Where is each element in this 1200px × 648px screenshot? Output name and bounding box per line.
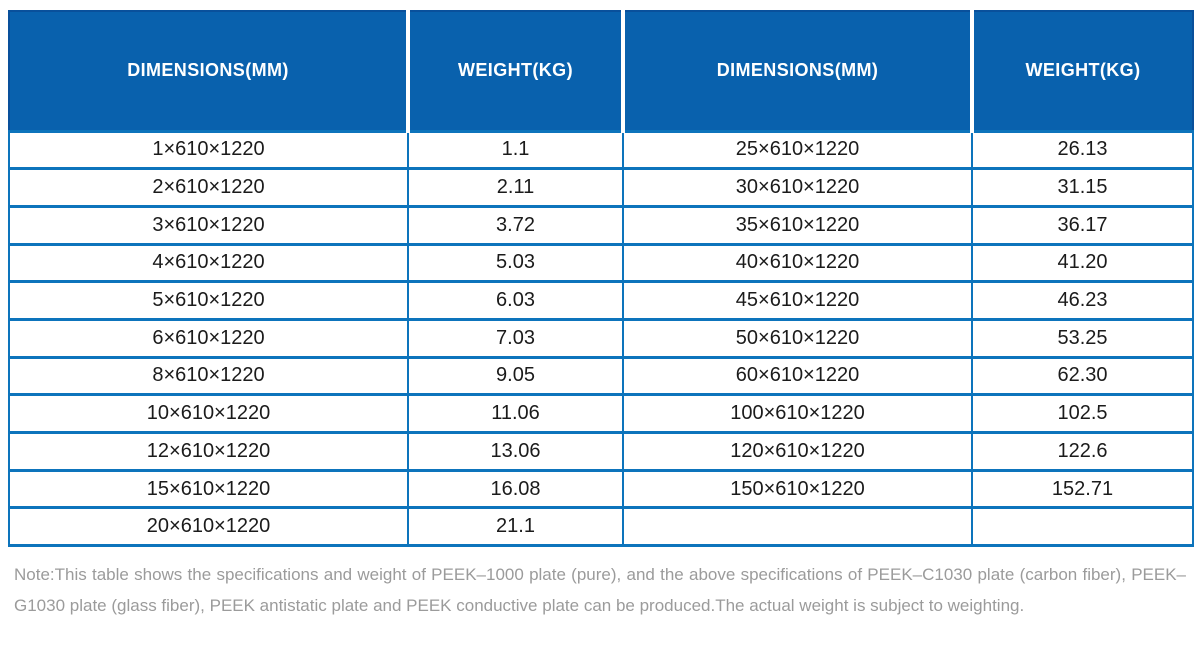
dimensions-cell: 120×610×1220 bbox=[622, 431, 973, 472]
weight-cell: 62.30 bbox=[971, 355, 1194, 397]
table-row: 8×610×1220 9.05 60×610×1220 62.30 bbox=[8, 355, 1194, 397]
weight-cell: 31.15 bbox=[971, 167, 1194, 208]
dimensions-cell: 1×610×1220 bbox=[8, 129, 409, 171]
weight-cell: 41.20 bbox=[971, 242, 1194, 284]
spec-table: DIMENSIONS(MM) WEIGHT(KG) DIMENSIONS(MM)… bbox=[8, 10, 1194, 548]
dimensions-cell: 35×610×1220 bbox=[622, 204, 973, 246]
weight-cell: 102.5 bbox=[971, 393, 1194, 434]
dimensions-cell: 45×610×1220 bbox=[622, 280, 973, 321]
table-row: 3×610×1220 3.72 35×610×1220 36.17 bbox=[8, 204, 1194, 246]
dimensions-cell bbox=[622, 506, 973, 548]
dimensions-cell: 40×610×1220 bbox=[622, 242, 973, 284]
weight-cell: 5.03 bbox=[407, 242, 624, 284]
dimensions-cell: 3×610×1220 bbox=[8, 204, 409, 246]
weight-cell: 1.1 bbox=[407, 129, 624, 171]
dimensions-cell: 15×610×1220 bbox=[8, 468, 409, 510]
weight-cell: 2.11 bbox=[407, 167, 624, 208]
header-row: DIMENSIONS(MM) WEIGHT(KG) DIMENSIONS(MM)… bbox=[9, 11, 1193, 131]
table-row: 10×610×1220 11.06 100×610×1220 102.5 bbox=[8, 393, 1194, 434]
dimensions-cell: 150×610×1220 bbox=[622, 468, 973, 510]
dimensions-cell: 12×610×1220 bbox=[8, 431, 409, 472]
weight-cell: 26.13 bbox=[971, 129, 1194, 171]
table-row: 20×610×1220 21.1 bbox=[8, 506, 1194, 548]
dimensions-cell: 4×610×1220 bbox=[8, 242, 409, 284]
weight-cell: 16.08 bbox=[407, 468, 624, 510]
dimensions-cell: 60×610×1220 bbox=[622, 355, 973, 397]
dimensions-cell: 10×610×1220 bbox=[8, 393, 409, 434]
note-text: Note:This table shows the specifications… bbox=[14, 565, 1186, 616]
weight-cell: 152.71 bbox=[971, 468, 1194, 510]
dimensions-cell: 25×610×1220 bbox=[622, 129, 973, 171]
weight-cell bbox=[971, 506, 1194, 548]
weight-cell: 53.25 bbox=[971, 317, 1194, 359]
header-dimensions-left: DIMENSIONS(MM) bbox=[9, 11, 408, 131]
weight-cell: 36.17 bbox=[971, 204, 1194, 246]
header-dimensions-right: DIMENSIONS(MM) bbox=[621, 11, 972, 131]
table-row: 4×610×1220 5.03 40×610×1220 41.20 bbox=[8, 242, 1194, 284]
weight-cell: 9.05 bbox=[407, 355, 624, 397]
table-row: 2×610×1220 2.11 30×610×1220 31.15 bbox=[8, 167, 1194, 208]
spec-table-header: DIMENSIONS(MM) WEIGHT(KG) DIMENSIONS(MM)… bbox=[9, 11, 1193, 131]
dimensions-cell: 8×610×1220 bbox=[8, 355, 409, 397]
table-row: 12×610×1220 13.06 120×610×1220 122.6 bbox=[8, 431, 1194, 472]
weight-cell: 11.06 bbox=[407, 393, 624, 434]
weight-cell: 46.23 bbox=[971, 280, 1194, 321]
weight-cell: 122.6 bbox=[971, 431, 1194, 472]
dimensions-cell: 30×610×1220 bbox=[622, 167, 973, 208]
dimensions-cell: 100×610×1220 bbox=[622, 393, 973, 434]
header-weight-right: WEIGHT(KG) bbox=[970, 11, 1193, 131]
table-row: 15×610×1220 16.08 150×610×1220 152.71 bbox=[8, 468, 1194, 510]
dimensions-cell: 2×610×1220 bbox=[8, 167, 409, 208]
weight-cell: 6.03 bbox=[407, 280, 624, 321]
table-row: 1×610×1220 1.1 25×610×1220 26.13 bbox=[8, 129, 1194, 171]
dimensions-cell: 5×610×1220 bbox=[8, 280, 409, 321]
header-weight-left: WEIGHT(KG) bbox=[406, 11, 623, 131]
weight-cell: 21.1 bbox=[407, 506, 624, 548]
weight-cell: 13.06 bbox=[407, 431, 624, 472]
weight-cell: 7.03 bbox=[407, 317, 624, 359]
spec-table-body: 1×610×1220 1.1 25×610×1220 26.13 2×610×1220 2… bbox=[8, 129, 1194, 548]
table-row: 6×610×1220 7.03 50×610×1220 53.25 bbox=[8, 317, 1194, 359]
dimensions-cell: 50×610×1220 bbox=[622, 317, 973, 359]
dimensions-cell: 20×610×1220 bbox=[8, 506, 409, 548]
table-row: 5×610×1220 6.03 45×610×1220 46.23 bbox=[8, 280, 1194, 321]
dimensions-cell: 6×610×1220 bbox=[8, 317, 409, 359]
weight-cell: 3.72 bbox=[407, 204, 624, 246]
